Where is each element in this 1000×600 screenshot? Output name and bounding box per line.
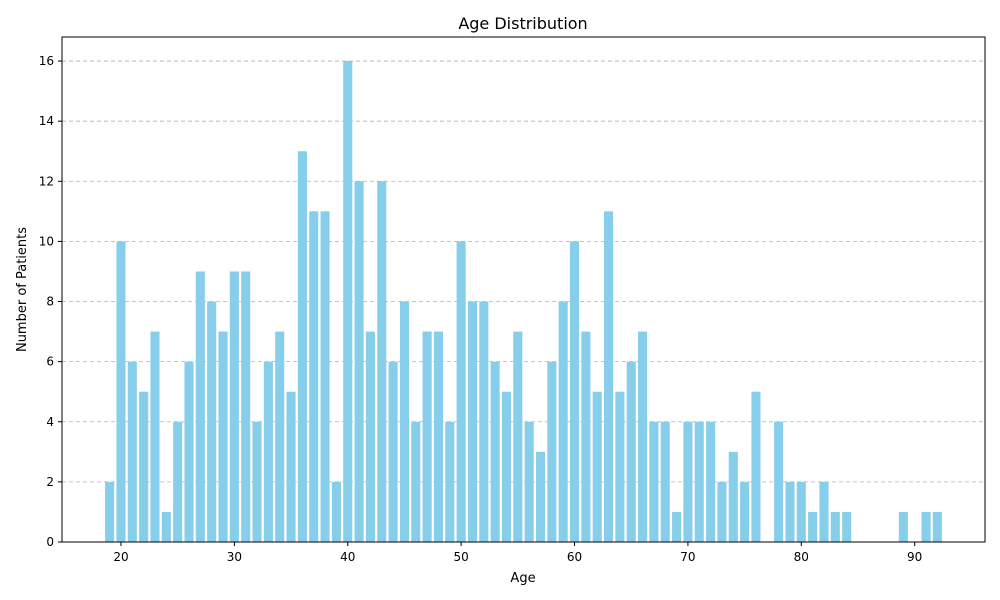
bar-age-74 bbox=[728, 451, 738, 542]
bar-age-26 bbox=[184, 361, 194, 542]
bar-age-63 bbox=[604, 211, 614, 542]
bar-age-45 bbox=[399, 301, 409, 542]
y-tick-label: 16 bbox=[39, 54, 54, 68]
y-tick-label: 10 bbox=[39, 234, 54, 248]
bar-age-52 bbox=[479, 301, 489, 542]
bar-age-91 bbox=[921, 511, 931, 542]
bar-age-50 bbox=[456, 241, 466, 542]
bar-age-59 bbox=[558, 301, 568, 542]
bar-age-62 bbox=[592, 391, 602, 542]
bar-age-65 bbox=[626, 361, 636, 542]
bar-age-44 bbox=[388, 361, 398, 542]
bar-age-51 bbox=[467, 301, 478, 542]
bar-age-20 bbox=[116, 241, 126, 542]
bar-age-56 bbox=[524, 421, 534, 542]
bar-age-78 bbox=[774, 421, 784, 542]
bar-age-76 bbox=[751, 391, 761, 542]
x-tick-label: 20 bbox=[113, 550, 128, 564]
bar-age-28 bbox=[207, 301, 217, 542]
bar-age-23 bbox=[150, 331, 160, 542]
bar-age-30 bbox=[229, 271, 239, 542]
x-axis-label: Age bbox=[510, 571, 535, 586]
bar-age-71 bbox=[694, 421, 704, 542]
bar-age-70 bbox=[683, 421, 693, 542]
bar-age-57 bbox=[535, 451, 546, 542]
y-tick-label: 2 bbox=[46, 475, 54, 489]
x-tick-label: 80 bbox=[794, 550, 809, 564]
bar-age-82 bbox=[819, 481, 829, 542]
bar-age-53 bbox=[490, 361, 500, 542]
bar-age-46 bbox=[411, 421, 421, 542]
bar-age-37 bbox=[309, 211, 319, 542]
y-tick-label: 6 bbox=[46, 355, 54, 369]
bar-age-75 bbox=[740, 481, 750, 542]
bar-age-72 bbox=[706, 421, 716, 542]
bar-age-68 bbox=[660, 421, 670, 542]
bar-age-22 bbox=[139, 391, 149, 542]
bar-age-21 bbox=[127, 361, 137, 542]
bar-age-64 bbox=[615, 391, 625, 542]
x-tick-label: 70 bbox=[680, 550, 695, 564]
bars bbox=[105, 61, 942, 543]
y-tick-label: 8 bbox=[46, 295, 54, 309]
bar-age-40 bbox=[343, 61, 353, 543]
bar-age-84 bbox=[842, 511, 852, 542]
bar-age-80 bbox=[796, 481, 806, 542]
bar-age-73 bbox=[717, 481, 727, 542]
bar-age-83 bbox=[830, 511, 840, 542]
bar-age-61 bbox=[581, 331, 591, 542]
x-tick-label: 50 bbox=[453, 550, 468, 564]
y-tick-label: 12 bbox=[39, 174, 54, 188]
y-axis-label: Number of Patients bbox=[15, 227, 30, 352]
bar-age-69 bbox=[672, 511, 682, 542]
bar-age-89 bbox=[898, 511, 908, 542]
plot-frame bbox=[61, 36, 986, 543]
bar-age-34 bbox=[275, 331, 285, 542]
bar-age-24 bbox=[161, 511, 171, 542]
bar-age-55 bbox=[513, 331, 523, 542]
bar-age-43 bbox=[377, 181, 387, 543]
bar-age-41 bbox=[354, 181, 364, 543]
bar-age-25 bbox=[173, 421, 183, 542]
bar-age-33 bbox=[263, 361, 273, 542]
bar-age-19 bbox=[105, 481, 115, 542]
x-tick-label: 60 bbox=[567, 550, 582, 564]
x-tick-label: 90 bbox=[907, 550, 922, 564]
bar-age-54 bbox=[501, 391, 512, 542]
y-axis-ticks: 0 2 4 6 8 10 12 14 16 bbox=[39, 54, 62, 549]
bar-age-32 bbox=[252, 421, 262, 542]
bar-age-92 bbox=[932, 511, 942, 542]
bar-age-58 bbox=[547, 361, 557, 542]
y-tick-label: 4 bbox=[46, 415, 54, 429]
bar-age-31 bbox=[241, 271, 251, 542]
bar-age-60 bbox=[569, 241, 580, 542]
bar-age-66 bbox=[638, 331, 648, 542]
bar-age-67 bbox=[649, 421, 659, 542]
bar-age-79 bbox=[785, 481, 795, 542]
x-tick-label: 40 bbox=[340, 550, 355, 564]
bar-age-47 bbox=[422, 331, 432, 542]
bar-age-36 bbox=[297, 151, 307, 542]
bar-age-39 bbox=[331, 481, 341, 542]
chart-title: Age Distribution bbox=[458, 14, 587, 33]
bar-age-38 bbox=[320, 211, 330, 542]
bar-age-49 bbox=[445, 421, 455, 542]
bar-age-35 bbox=[286, 391, 296, 542]
x-axis-ticks: 20 30 40 50 60 70 80 90 bbox=[113, 542, 922, 564]
bar-age-81 bbox=[808, 511, 818, 542]
x-tick-label: 30 bbox=[227, 550, 242, 564]
bar-age-29 bbox=[218, 331, 228, 542]
y-tick-label: 14 bbox=[39, 114, 54, 128]
bar-age-27 bbox=[195, 271, 205, 542]
y-tick-label: 0 bbox=[46, 535, 54, 549]
bar-age-48 bbox=[433, 331, 443, 542]
bar-age-42 bbox=[365, 331, 375, 542]
